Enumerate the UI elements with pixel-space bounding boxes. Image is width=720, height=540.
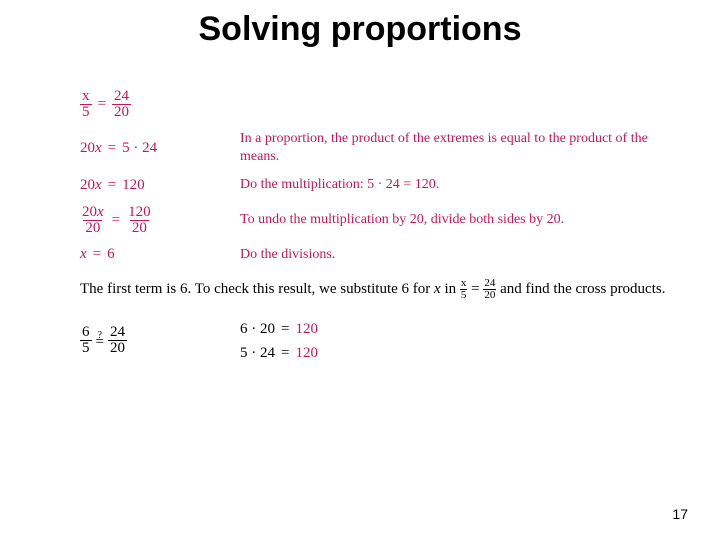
check-cross-products: 6 · 20 = 120 5 · 24 = 120 bbox=[240, 317, 318, 365]
check-paragraph: The first term is 6. To check this resul… bbox=[80, 278, 670, 301]
equation-3: 20x=120 bbox=[80, 177, 240, 194]
step-row-3: 20x=120 Do the multiplication: 5 · 24 = … bbox=[80, 176, 670, 194]
equation-2: 20x=5 · 24 bbox=[80, 140, 240, 157]
cp2-rhs: 120 bbox=[295, 341, 318, 365]
cross-product-1: 6 · 20 = 120 bbox=[240, 317, 318, 341]
check-proportion: 6 5 ? = 24 20 bbox=[80, 325, 240, 356]
check-eq: = bbox=[96, 334, 104, 351]
inline-frac2-den: 20 bbox=[483, 289, 496, 301]
check-frac-1: 6 5 bbox=[80, 325, 92, 356]
cp1-eq: = bbox=[275, 317, 295, 341]
inline-frac1-num: x bbox=[460, 278, 468, 289]
step-row-5: x=6 Do the divisions. bbox=[80, 246, 670, 264]
check-f1-num: 6 bbox=[80, 325, 92, 340]
equation-4: 20x20=12020 bbox=[80, 205, 240, 236]
check-f2-den: 20 bbox=[108, 340, 127, 356]
step-row-4: 20x20=12020 To undo the multiplication b… bbox=[80, 205, 670, 236]
para-post: and find the cross products. bbox=[496, 281, 665, 297]
inline-frac-1: x5 bbox=[460, 278, 468, 301]
cross-product-2: 5 · 24 = 120 bbox=[240, 341, 318, 365]
inline-frac-2: 2420 bbox=[483, 278, 496, 301]
cp2-lhs: 5 · 24 bbox=[240, 341, 275, 365]
inline-frac1-den: 5 bbox=[460, 289, 468, 301]
cp2-eq: = bbox=[275, 341, 295, 365]
check-row: 6 5 ? = 24 20 6 · 20 = 120 5 · 24 = 120 bbox=[80, 317, 670, 365]
para-var: x bbox=[434, 281, 441, 297]
explanation-2: In a proportion, the product of the extr… bbox=[240, 130, 670, 166]
check-frac-2: 24 20 bbox=[108, 325, 127, 356]
step-row-1: x5=2420 bbox=[80, 89, 670, 120]
inline-eq: = bbox=[471, 281, 479, 297]
explanation-5: Do the divisions. bbox=[240, 246, 670, 264]
inline-frac2-num: 24 bbox=[483, 278, 496, 289]
page-number: 17 bbox=[672, 506, 688, 522]
page-title: Solving proportions bbox=[0, 0, 720, 59]
equation-5: x=6 bbox=[80, 246, 240, 263]
slide-content: x5=2420 20x=5 · 24 In a proportion, the … bbox=[0, 59, 720, 365]
equation-1: x5=2420 bbox=[80, 89, 240, 120]
para-mid: in bbox=[441, 281, 460, 297]
step-row-2: 20x=5 · 24 In a proportion, the product … bbox=[80, 130, 670, 166]
explanation-4: To undo the multiplication by 20, divide… bbox=[240, 211, 670, 229]
check-f1-den: 5 bbox=[80, 340, 92, 356]
explanation-3: Do the multiplication: 5 · 24 = 120. bbox=[240, 176, 670, 194]
check-f2-num: 24 bbox=[108, 325, 127, 340]
cp1-lhs: 6 · 20 bbox=[240, 317, 275, 341]
cp1-rhs: 120 bbox=[295, 317, 318, 341]
para-pre: The first term is 6. To check this resul… bbox=[80, 281, 434, 297]
